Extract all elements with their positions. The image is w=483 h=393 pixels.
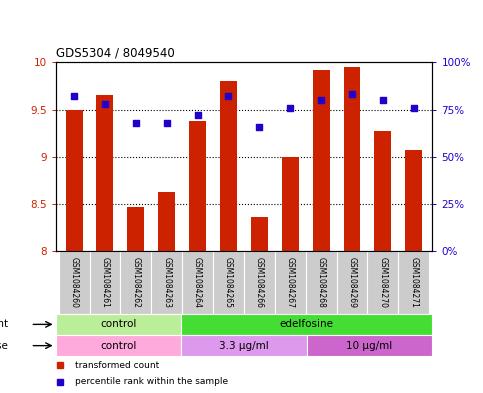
Point	[410, 105, 418, 111]
Bar	[251, 217, 268, 251]
Point	[286, 105, 294, 111]
Text: control: control	[100, 341, 137, 351]
Bar	[220, 81, 237, 251]
Point	[163, 119, 170, 126]
Text: control: control	[100, 320, 137, 329]
Point	[348, 91, 356, 97]
Text: GSM1084260: GSM1084260	[70, 257, 79, 308]
Bar	[398, 251, 429, 314]
Bar	[306, 251, 337, 314]
Text: GSM1084264: GSM1084264	[193, 257, 202, 308]
Bar	[368, 251, 398, 314]
Text: GSM1084269: GSM1084269	[347, 257, 356, 308]
Text: GSM1084268: GSM1084268	[317, 257, 326, 308]
Point	[317, 97, 325, 103]
Bar	[405, 150, 422, 251]
Point	[225, 93, 232, 99]
Text: GSM1084262: GSM1084262	[131, 257, 141, 308]
Bar	[313, 70, 329, 251]
Bar	[282, 157, 298, 251]
Text: transformed count: transformed count	[75, 361, 159, 370]
Point	[132, 119, 140, 126]
Bar	[89, 251, 120, 314]
Bar	[244, 251, 275, 314]
Text: GSM1084261: GSM1084261	[100, 257, 110, 308]
Text: GSM1084271: GSM1084271	[409, 257, 418, 308]
Point	[256, 123, 263, 130]
Bar	[374, 131, 391, 251]
Bar	[182, 251, 213, 314]
Bar	[158, 191, 175, 251]
Text: agent: agent	[0, 320, 9, 329]
Text: GSM1084265: GSM1084265	[224, 257, 233, 308]
Bar	[56, 336, 181, 356]
Text: GDS5304 / 8049540: GDS5304 / 8049540	[56, 47, 174, 60]
Bar	[181, 314, 432, 334]
Text: dose: dose	[0, 341, 9, 351]
Bar	[189, 121, 206, 251]
Bar	[343, 67, 360, 251]
Text: 3.3 μg/ml: 3.3 μg/ml	[219, 341, 269, 351]
Text: GSM1084263: GSM1084263	[162, 257, 171, 308]
Text: edelfosine: edelfosine	[280, 320, 334, 329]
Text: percentile rank within the sample: percentile rank within the sample	[75, 378, 228, 386]
Point	[194, 112, 201, 118]
Bar	[128, 207, 144, 251]
Text: 10 μg/ml: 10 μg/ml	[346, 341, 393, 351]
Bar	[275, 251, 306, 314]
Point	[379, 97, 387, 103]
Bar	[66, 110, 83, 251]
Text: GSM1084267: GSM1084267	[286, 257, 295, 308]
Bar	[213, 251, 244, 314]
Bar	[97, 95, 114, 251]
Bar	[181, 336, 307, 356]
Bar	[56, 314, 181, 334]
Bar	[337, 251, 368, 314]
Bar	[307, 336, 432, 356]
Point	[101, 101, 109, 107]
Bar	[58, 251, 89, 314]
Point	[70, 93, 78, 99]
Text: GSM1084270: GSM1084270	[378, 257, 387, 308]
Text: GSM1084266: GSM1084266	[255, 257, 264, 308]
Bar	[120, 251, 151, 314]
Bar	[151, 251, 182, 314]
